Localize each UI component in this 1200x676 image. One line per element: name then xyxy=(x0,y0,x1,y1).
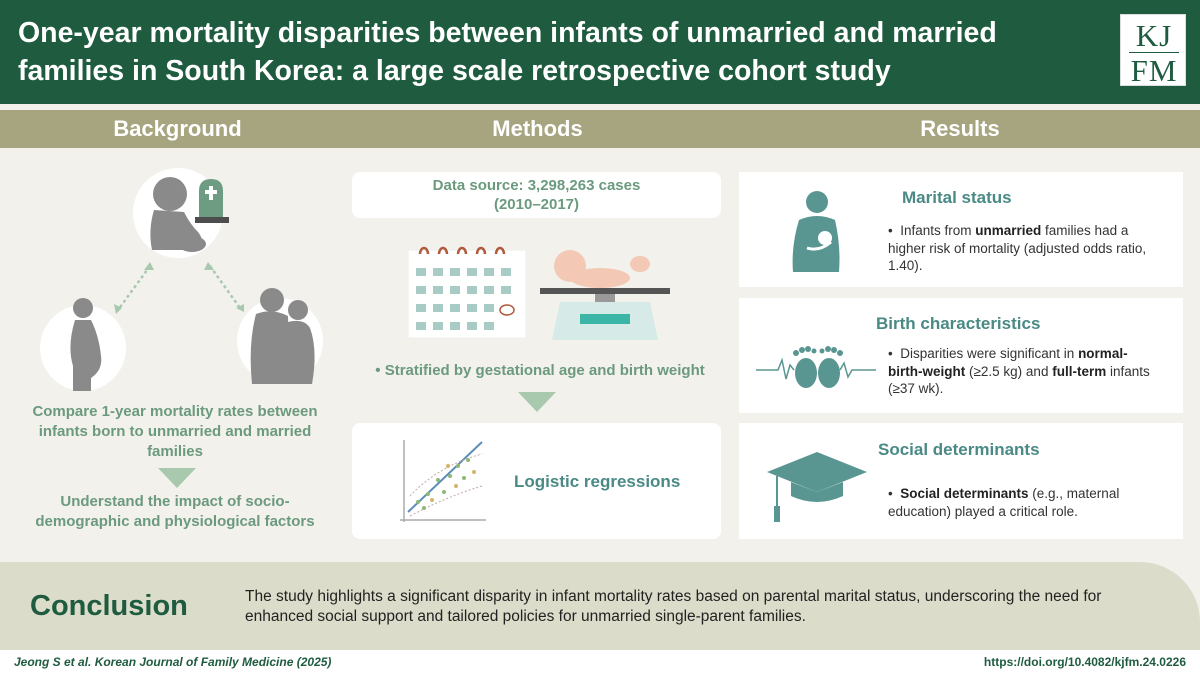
baby-scale-icon xyxy=(540,250,670,340)
graduation-cap-icon xyxy=(767,452,867,522)
logo-line-2: FM xyxy=(1130,53,1178,88)
down-arrow xyxy=(158,468,196,488)
bullet-dot: • xyxy=(375,362,385,379)
page-title: One-year mortality disparities between i… xyxy=(18,17,997,87)
couple-icon xyxy=(250,288,315,384)
marital-text-bold: unmarried xyxy=(975,223,1042,238)
social-text-bold: Social determinants xyxy=(900,486,1029,501)
stratified-text: Stratified by gestational age and birth … xyxy=(384,362,705,379)
data-source-line1: Data source: 3,298,263 cases xyxy=(432,177,641,194)
result-birth-text: • Disparities were significant in normal… xyxy=(888,345,1153,398)
birth-text-pre: Disparities were significant in xyxy=(900,346,1079,361)
result-birth-panel xyxy=(739,298,1183,413)
marital-text-post: families had a higher risk of mortality … xyxy=(888,223,1147,273)
birth-text-post: infants (≥37 wk). xyxy=(888,363,1150,397)
baby-feet-icon xyxy=(756,346,876,388)
pregnant-woman-icon xyxy=(70,298,102,391)
infant-icon xyxy=(150,177,206,252)
journal-logo: KJ FM xyxy=(1120,14,1186,88)
stratified-bullet: • Stratified by gestational age and birt… xyxy=(360,362,720,379)
result-birth-heading: Birth characteristics xyxy=(876,314,1041,333)
social-text-post: (e.g., maternal education) played a crit… xyxy=(888,486,1120,519)
result-marital-heading: Marital status xyxy=(902,188,1012,207)
marital-text-pre: Infants from xyxy=(900,223,976,238)
header-bar: One-year mortality disparities between i… xyxy=(0,0,1200,104)
logo-line-1: KJ xyxy=(1135,18,1173,53)
conclusion-text: The study highlights a significant dispa… xyxy=(245,588,1102,625)
conclusion-heading: Conclusion xyxy=(30,590,188,622)
bullet-dot: • xyxy=(888,486,901,501)
section-results-title: Results xyxy=(920,116,1000,141)
result-social-heading: Social determinants xyxy=(878,440,1040,459)
data-source-box: Data source: 3,298,263 cases (2010–2017) xyxy=(352,172,721,218)
regression-label: Logistic regressions xyxy=(514,472,681,491)
footer xyxy=(0,650,1200,676)
data-source-text: Data source: 3,298,263 cases (2010–2017) xyxy=(352,176,721,214)
mother-baby-icon xyxy=(792,191,840,272)
section-band: Background Methods Results xyxy=(0,110,1200,148)
bullet-dot: • xyxy=(888,223,901,238)
section-background-title: Background xyxy=(113,116,242,141)
down-arrow-methods xyxy=(518,392,556,412)
aim-compare: Compare 1-year mortality rates between i… xyxy=(32,403,318,460)
citation: Jeong S et al. Korean Journal of Family … xyxy=(14,655,332,669)
scatter-plot-icon xyxy=(400,440,486,522)
tombstone-icon xyxy=(195,179,229,223)
conclusion-band xyxy=(0,562,1200,650)
data-source-line2: (2010–2017) xyxy=(493,196,580,213)
doi-link[interactable]: https://doi.org/10.4082/kjfm.24.0226 xyxy=(983,655,1186,669)
bullet-dot: • xyxy=(888,346,901,361)
calendar-icon xyxy=(407,246,527,339)
aim-understand: Understand the impact of socio-demograph… xyxy=(35,493,315,530)
birth-text-bold1: normal-birth-weight xyxy=(888,346,1128,379)
result-social-text: • Social determinants (e.g., maternal ed… xyxy=(888,485,1153,520)
relation-arrows xyxy=(114,262,244,314)
birth-text-bold2: full-term xyxy=(1052,363,1107,379)
result-marital-text: • Infants from unmarried families had a … xyxy=(888,222,1168,275)
section-methods-title: Methods xyxy=(492,116,583,141)
birth-text-mid: (≥2.5 kg) and xyxy=(965,363,1053,379)
